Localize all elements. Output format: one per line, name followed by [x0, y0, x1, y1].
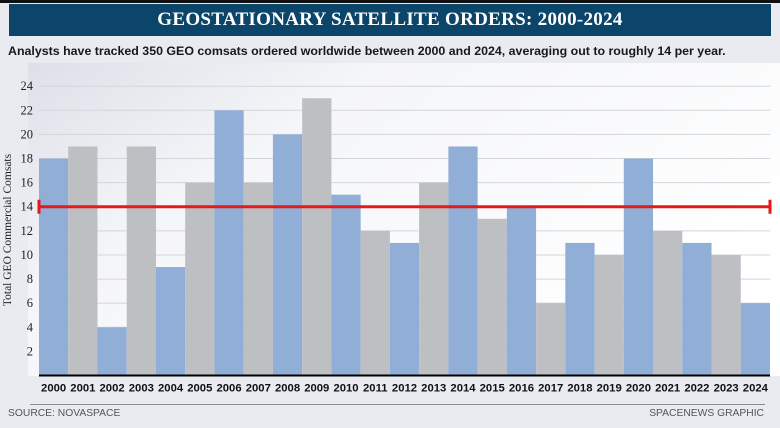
svg-text:22: 22 [21, 103, 34, 117]
svg-text:2023: 2023 [714, 383, 739, 395]
svg-text:8: 8 [27, 272, 33, 286]
svg-text:2003: 2003 [129, 383, 154, 395]
svg-text:2024: 2024 [743, 383, 769, 395]
svg-text:2015: 2015 [480, 383, 505, 395]
svg-text:2017: 2017 [538, 383, 563, 395]
svg-text:2021: 2021 [655, 383, 680, 395]
svg-text:2018: 2018 [567, 383, 592, 395]
svg-text:10: 10 [21, 248, 34, 262]
svg-text:2014: 2014 [450, 383, 476, 395]
svg-text:2020: 2020 [626, 383, 651, 395]
svg-text:2005: 2005 [187, 383, 212, 395]
svg-text:6: 6 [27, 296, 33, 310]
svg-text:24: 24 [21, 79, 34, 93]
svg-text:2001: 2001 [70, 383, 95, 395]
svg-text:14: 14 [21, 200, 34, 214]
svg-text:2013: 2013 [421, 383, 446, 395]
svg-text:2022: 2022 [684, 383, 709, 395]
svg-text:2000: 2000 [41, 383, 66, 395]
svg-text:2016: 2016 [509, 383, 534, 395]
svg-text:2012: 2012 [392, 383, 417, 395]
svg-text:2011: 2011 [363, 383, 388, 395]
svg-text:2010: 2010 [333, 383, 358, 395]
svg-text:2: 2 [27, 344, 33, 358]
svg-text:18: 18 [21, 152, 34, 166]
svg-text:20: 20 [21, 127, 34, 141]
svg-text:2004: 2004 [158, 383, 184, 395]
svg-text:4: 4 [27, 320, 34, 334]
svg-text:2019: 2019 [597, 383, 622, 395]
svg-text:16: 16 [21, 176, 34, 190]
svg-text:2002: 2002 [100, 383, 125, 395]
svg-text:2009: 2009 [304, 383, 329, 395]
svg-text:2006: 2006 [216, 383, 241, 395]
svg-text:2008: 2008 [275, 383, 300, 395]
svg-text:2007: 2007 [246, 383, 271, 395]
svg-text:12: 12 [21, 224, 34, 238]
